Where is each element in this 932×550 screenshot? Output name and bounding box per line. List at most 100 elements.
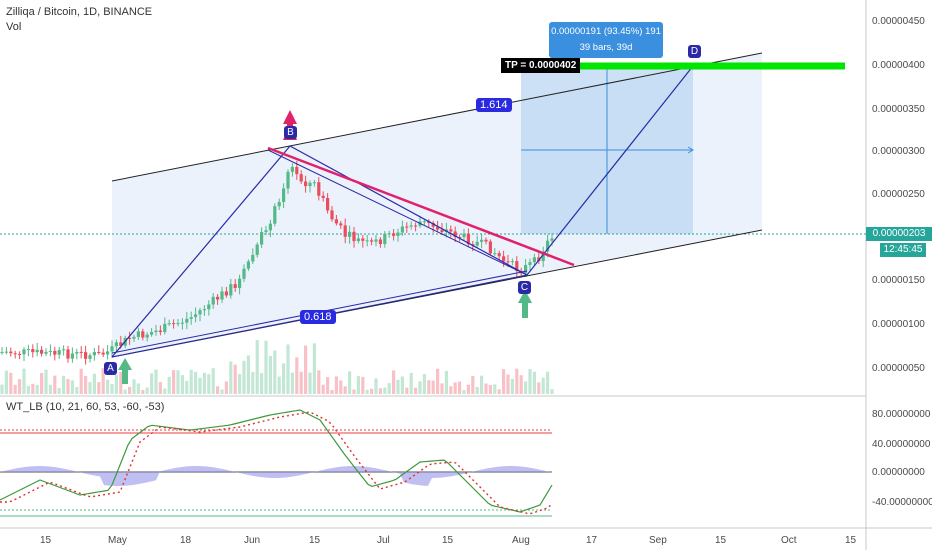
- volume-bar: [101, 368, 105, 394]
- candle-body: [44, 351, 48, 354]
- volume-bar: [550, 389, 554, 394]
- volume-bar: [510, 378, 514, 394]
- candle-body: [277, 202, 281, 207]
- price-tick: 0.00000400: [872, 60, 925, 71]
- candle-body: [26, 349, 30, 351]
- point-b-label[interactable]: B: [284, 126, 297, 139]
- candle-body: [392, 233, 396, 236]
- candle-body: [97, 351, 101, 353]
- candle-body: [546, 240, 550, 252]
- candle-body: [18, 354, 22, 356]
- volume-bar: [273, 350, 277, 394]
- candle-body: [317, 182, 321, 196]
- volume-bar: [172, 370, 176, 394]
- volume-bar: [414, 387, 418, 394]
- candle-body: [510, 261, 514, 263]
- candle-body: [57, 350, 61, 355]
- time-axis[interactable]: 15 May 18 Jun 15 Jul 15 Aug 17 Sep 15 Oc…: [40, 535, 857, 546]
- point-d-label[interactable]: D: [688, 45, 701, 58]
- candle-body: [141, 331, 145, 338]
- candlesticks[interactable]: [0, 160, 554, 365]
- osc-histogram: [0, 466, 552, 486]
- osc-tick: -40.00000000: [872, 497, 932, 508]
- volume-bar: [119, 371, 123, 394]
- point-c-label[interactable]: C: [518, 281, 531, 294]
- price-axis[interactable]: 0.00000450 0.00000400 0.00000350 0.00000…: [872, 16, 925, 374]
- time-tick: Sep: [649, 535, 667, 546]
- candle-body: [53, 350, 57, 355]
- volume-bar: [150, 373, 154, 394]
- candle-body: [40, 349, 44, 354]
- volume-bar: [299, 371, 303, 394]
- volume-bar: [312, 343, 316, 394]
- candle-body: [0, 351, 4, 353]
- volume-bar: [110, 384, 114, 394]
- candle-body: [484, 239, 488, 242]
- volume-bar: [440, 383, 444, 394]
- volume-bar: [374, 378, 378, 394]
- candle-body: [440, 229, 444, 233]
- candle-body: [422, 221, 426, 223]
- volume-bar: [356, 376, 360, 394]
- take-profit-label[interactable]: TP = 0.0000402: [501, 58, 581, 73]
- indicator-label[interactable]: WT_LB (10, 21, 60, 53, -60, -53): [6, 401, 165, 413]
- volume-bar: [352, 389, 356, 394]
- volume-bar: [290, 372, 294, 394]
- volume-bar: [92, 373, 96, 394]
- oscillator-axis[interactable]: 80.00000000 40.00000000 0.00000000 -40.0…: [872, 409, 932, 508]
- channel-upper-line[interactable]: [111, 52, 763, 182]
- volume-bar: [9, 372, 13, 394]
- volume-bar: [343, 386, 347, 394]
- volume-bar: [387, 383, 391, 394]
- candle-body: [211, 296, 215, 305]
- time-tick: Jun: [244, 535, 260, 546]
- candle-body: [449, 229, 453, 232]
- candle-body: [493, 253, 497, 255]
- candle-body: [308, 182, 312, 187]
- volume-bar: [70, 380, 74, 394]
- fib-label-upper[interactable]: 1.614: [476, 98, 512, 112]
- price-tick: 0.00000250: [872, 189, 925, 200]
- candle-body: [409, 225, 413, 227]
- candle-body: [260, 232, 264, 245]
- measure-callout[interactable]: 0.00000191 (93.45%) 191 39 bars, 39d: [549, 22, 663, 58]
- candle-body: [365, 240, 369, 242]
- abcd-pattern-line[interactable]: [111, 65, 694, 358]
- volume-bar: [422, 374, 426, 394]
- volume-bar: [541, 377, 545, 394]
- volume-bars: [0, 339, 554, 394]
- candle-body: [414, 225, 418, 227]
- downtrend-line[interactable]: [267, 146, 575, 267]
- volume-bar: [202, 372, 206, 394]
- candle-body: [145, 334, 149, 338]
- volume-bar: [431, 380, 435, 394]
- volume-bar: [458, 381, 462, 394]
- point-a-label[interactable]: A: [104, 362, 117, 375]
- candle-body: [207, 304, 211, 310]
- candle-body: [22, 349, 26, 355]
- fib-upper-helper[interactable]: [267, 149, 528, 276]
- candle-body: [550, 238, 554, 241]
- candle-body: [480, 239, 484, 242]
- volume-bar: [18, 379, 22, 394]
- volume-bar: [114, 374, 118, 394]
- candle-body: [497, 253, 501, 257]
- volume-bar: [400, 376, 404, 394]
- volume-bar: [502, 369, 506, 394]
- volume-bar: [308, 372, 312, 394]
- candle-body: [299, 174, 303, 182]
- fib-label-lower[interactable]: 0.618: [300, 310, 336, 324]
- candle-body: [326, 197, 330, 211]
- volume-label[interactable]: Vol: [6, 21, 22, 33]
- volume-bar: [330, 389, 334, 394]
- candle-body: [224, 291, 228, 296]
- price-tick: 0.00000450: [872, 16, 925, 27]
- volume-bar: [378, 388, 382, 394]
- candle-body: [462, 233, 466, 238]
- volume-bar: [88, 382, 92, 394]
- candle-body: [88, 355, 92, 359]
- volume-bar: [392, 370, 396, 394]
- symbol-title[interactable]: Zilliqa / Bitcoin, 1D, BINANCE: [6, 6, 153, 18]
- volume-bar: [79, 368, 83, 394]
